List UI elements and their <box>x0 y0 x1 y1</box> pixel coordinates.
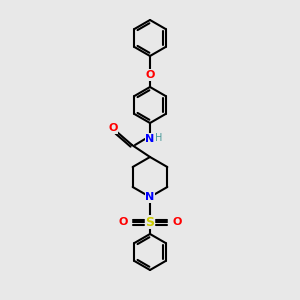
Text: O: O <box>118 217 128 227</box>
Text: H: H <box>155 133 163 143</box>
Text: O: O <box>172 217 182 227</box>
Text: O: O <box>108 123 118 133</box>
Text: O: O <box>145 70 155 80</box>
Text: N: N <box>146 134 154 144</box>
Text: N: N <box>146 192 154 202</box>
Text: S: S <box>146 215 154 229</box>
